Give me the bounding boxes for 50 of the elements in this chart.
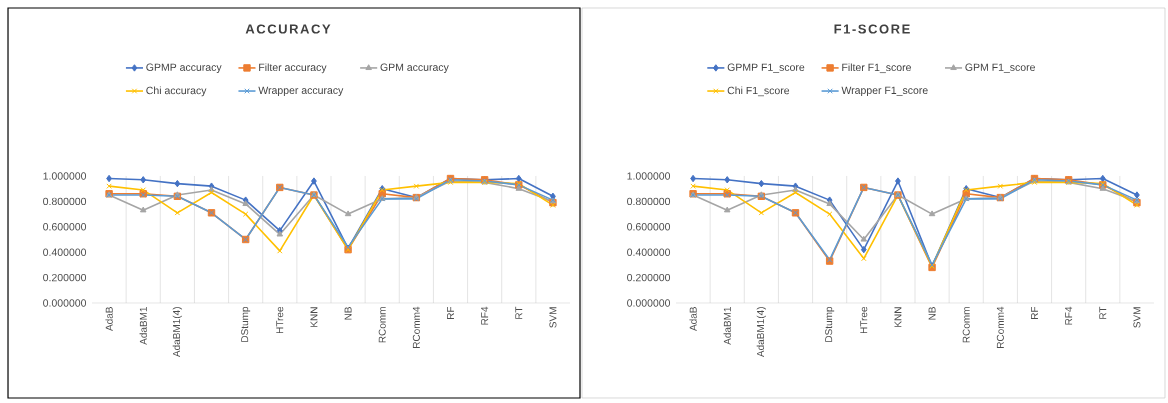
legend-label: Chi F1_score [727,86,790,97]
x-tick-label: HTree [276,306,284,334]
y-tick-label: 1.000000 [43,172,87,180]
y-tick-label: 0.600000 [43,223,87,231]
x-tick-label: HTree [860,306,868,334]
x-tick-label: RComm4 [412,306,420,348]
x-tick-label: AdaBM1 [139,307,147,345]
y-tick-label: 0.000000 [43,299,87,307]
y-tick-label: 0.200000 [43,273,87,282]
legend-label: Wrapper F1_score [841,86,928,97]
legend-label: GPMP accuracy [146,63,222,74]
legend-label: Filter F1_score [842,63,911,74]
y-tick-label: 0.000000 [627,299,671,307]
y-tick-label: 0.400000 [43,248,87,256]
x-tick-label: RT [515,306,523,319]
legend-label: GPMP F1_score [727,63,805,73]
y-tick-label: 0.800000 [627,197,671,206]
x-tick-label: RComm4 [996,306,1004,348]
x-tick-label: KNN [894,307,902,327]
x-tick-label: RF [1031,306,1038,320]
x-tick-label: RF4 [481,306,489,325]
x-tick-label: SVM [1133,307,1141,328]
x-tick-label: AdaB [105,307,113,331]
x-tick-label: DStump [241,306,251,342]
x-tick-label: KNN [310,307,318,327]
x-tick-label: RF4 [1065,306,1073,325]
x-tick-label: AdaBM1(4) [756,307,767,358]
x-tick-label: DStump [825,306,835,342]
y-tick-label: 1.000000 [627,172,671,180]
x-tick-label: RComm [962,307,970,343]
y-tick-label: 0.400000 [627,248,671,256]
x-tick-label: RComm [378,307,386,343]
y-tick-label: 0.600000 [627,223,671,231]
chart-title: ACCURACY [245,24,331,34]
x-tick-label: AdaBM1(4) [172,307,183,358]
y-tick-label: 0.800000 [43,197,87,206]
x-tick-label: SVM [549,307,557,328]
legend-label: GPM F1_score [965,63,1035,73]
x-tick-label: RF [447,306,454,320]
x-tick-label: AdaBM1 [723,307,731,345]
x-tick-label: RT [1099,306,1107,319]
legend-label: Filter accuracy [259,63,327,74]
x-tick-label: NB [344,307,352,320]
chart-title: F1-SCORE [834,24,910,34]
x-tick-label: NB [928,307,936,320]
legend-label: Chi accuracy [146,86,207,97]
legend-label: GPM accuracy [380,63,449,74]
legend-label: Wrapper accuracy [258,86,344,97]
x-tick-label: AdaB [689,307,697,331]
y-tick-label: 0.200000 [627,273,671,282]
